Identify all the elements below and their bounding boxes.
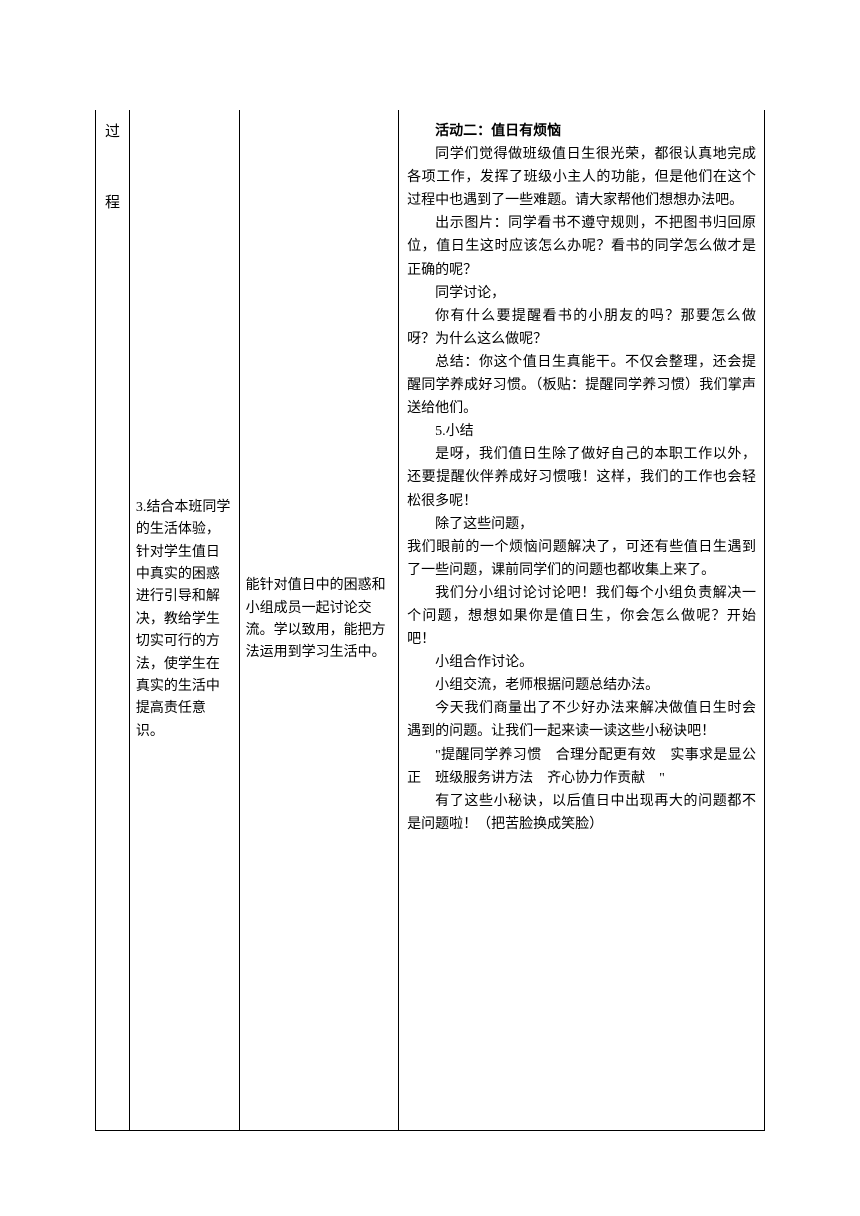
- activity-paragraph: 总结：你这个值日生真能干。不仅会整理，还会提醒同学养成好习惯。（板贴：提醒同学养…: [407, 351, 756, 420]
- activity-paragraph: "提醒同学养习惯 合理分配更有效 实事求是显公正 班级服务讲方法 齐心协力作贡献…: [407, 744, 756, 790]
- activity-paragraph: 有了这些小秘诀，以后值日中出现再大的问题都不是问题啦！（把苦脸换成笑脸）: [407, 790, 756, 836]
- column-expectation: 能针对值日中的困惑和小组成员一起讨论交流。学以致用，能把方法运用到学习生活中。: [240, 110, 400, 1130]
- column-activity: 活动二：值日有烦恼 同学们觉得做班级值日生很光荣，都很认真地完成各项工作，发挥了…: [399, 110, 764, 1130]
- stage-char-2: 程: [105, 191, 120, 212]
- expectation-text: 能针对值日中的困惑和小组成员一起讨论交流。学以致用，能把方法运用到学习生活中。: [246, 575, 393, 665]
- activity-paragraph: 5.小结: [407, 420, 756, 443]
- activity-paragraph: 同学讨论，: [407, 282, 756, 305]
- objective-text: 3.结合本班同学的生活体验，针对学生值日中真实的困惑进行引导和解决，教给学生切实…: [136, 497, 233, 743]
- activity-title: 活动二：值日有烦恼: [407, 120, 756, 143]
- activity-paragraph: 小组交流，老师根据问题总结办法。: [407, 674, 756, 697]
- activity-paragraph: 同学们觉得做班级值日生很光荣，都很认真地完成各项工作，发挥了班级小主人的功能，但…: [407, 143, 756, 212]
- activity-paragraph: 我们分小组讨论讨论吧！我们每个小组负责解决一个问题，想想如果你是值日生，你会怎么…: [407, 582, 756, 651]
- table-row: 过 程 3.结合本班同学的生活体验，针对学生值日中真实的困惑进行引导和解决，教给…: [96, 110, 764, 1130]
- activity-paragraph: 小组合作讨论。: [407, 651, 756, 674]
- activity-paragraph: 今天我们商量出了不少好办法来解决做值日生时会遇到的问题。让我们一起来读一读这些小…: [407, 697, 756, 743]
- column-stage: 过 程: [96, 110, 130, 1130]
- activity-paragraph: 是呀，我们值日生除了做好自己的本职工作以外，还要提醒伙伴养成好习惯哦！这样，我们…: [407, 443, 756, 512]
- activity-paragraph: 你有什么要提醒看书的小朋友的吗？那要怎么做呀？为什么这么做呢？: [407, 305, 756, 351]
- activity-paragraph: 我们眼前的一个烦恼问题解决了，可还有些值日生遇到了一些问题，课前同学们的问题也都…: [407, 536, 756, 582]
- column-objective: 3.结合本班同学的生活体验，针对学生值日中真实的困惑进行引导和解决，教给学生切实…: [130, 110, 240, 1130]
- stage-char-1: 过: [105, 120, 120, 141]
- activity-paragraph: 出示图片：同学看书不遵守规则，不把图书归回原位，值日生这时应该怎么办呢？看书的同…: [407, 212, 756, 281]
- activity-paragraph: 除了这些问题，: [407, 513, 756, 536]
- lesson-plan-table: 过 程 3.结合本班同学的生活体验，针对学生值日中真实的困惑进行引导和解决，教给…: [95, 110, 765, 1131]
